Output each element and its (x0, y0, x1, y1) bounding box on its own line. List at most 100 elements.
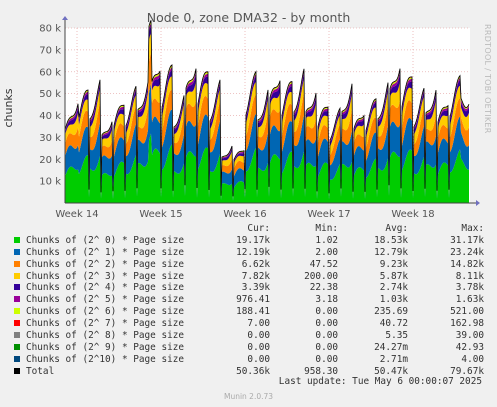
legend-min-value: 0.00 (315, 353, 338, 365)
legend-min-value: 200.00 (304, 270, 338, 282)
legend-swatch (14, 367, 20, 374)
munin-version: Munin 2.0.73 (223, 392, 274, 401)
legend-series-name: Chunks of (2^ 2) * Page size (26, 258, 185, 270)
x-tick-label: Week 16 (223, 209, 266, 220)
legend-series-name: Total (26, 365, 55, 377)
legend-row: Chunks of (2^ 3) * Page size 7.82k 200.00 5… (12, 271, 484, 283)
x-tick-label: Week 17 (307, 209, 350, 220)
series-area (65, 33, 469, 198)
header-avg: Avg: (385, 223, 408, 234)
series-area (65, 83, 469, 201)
legend-swatch (14, 320, 20, 327)
legend-swatch (14, 343, 20, 350)
legend-avg-value: 2.71m (379, 353, 408, 365)
header-max: Max: (461, 223, 484, 234)
legend-series-name: Chunks of (2^ 4) * Page size (26, 282, 185, 294)
legend-max-value: 3.78k (455, 282, 484, 294)
y-tick-label: 70 k (39, 45, 61, 56)
y-tick-label: 50 k (39, 89, 61, 100)
legend-series-name: Chunks of (2^10) * Page size (26, 353, 185, 365)
legend-cur-value: 7.00 (247, 318, 270, 330)
series-total-line (64, 20, 470, 197)
legend-row: Chunks of (2^ 1) * Page size 12.19k 2.00 12… (12, 247, 484, 259)
legend-avg-value: 2.74k (379, 282, 408, 294)
series-area (65, 133, 469, 203)
legend-max-value: 14.82k (450, 258, 484, 270)
y-tick-label: 60 k (39, 67, 61, 78)
rrdtool-watermark: RRDTOOL / TOBI OETIKER (483, 24, 492, 134)
legend-avg-value: 50.47k (374, 365, 408, 377)
legend-row: Chunks of (2^ 2) * Page size 6.62k 47.52 9.… (12, 259, 484, 271)
legend-swatch (14, 308, 20, 315)
legend-series-name: Chunks of (2^ 3) * Page size (26, 270, 185, 282)
legend-series-name: Chunks of (2^ 1) * Page size (26, 246, 185, 258)
legend-max-value: 42.93 (455, 341, 484, 353)
series-area (65, 53, 469, 200)
legend-max-value: 23.24k (450, 246, 484, 258)
x-axis-arrow (476, 200, 480, 206)
legend-max-value: 1.63k (455, 294, 484, 306)
legend-cur-value: 0.00 (247, 353, 270, 365)
legend-row: Total 50.36k 958.30 50.47k 79.67k (12, 366, 484, 378)
legend-swatch (14, 284, 20, 291)
legend-avg-value: 5.87k (379, 270, 408, 282)
header-cur: Cur: (247, 223, 270, 234)
x-tick-label: Week 14 (55, 209, 98, 220)
legend-series-name: Chunks of (2^ 5) * Page size (26, 294, 185, 306)
legend-series-name: Chunks of (2^ 8) * Page size (26, 330, 185, 342)
legend-max-value: 162.98 (450, 318, 484, 330)
legend-header: Cur: Min: Avg: Max: (12, 223, 484, 235)
legend-max-value: 39.00 (455, 330, 484, 342)
legend-min-value: 47.52 (309, 258, 338, 270)
legend-swatch (14, 272, 20, 279)
legend-swatch (14, 296, 20, 303)
legend-swatch (14, 236, 20, 243)
legend-swatch (14, 355, 20, 362)
legend-cur-value: 0.00 (247, 330, 270, 342)
legend-row: Chunks of (2^ 4) * Page size 3.39k 22.38 2.… (12, 282, 484, 294)
legend-max-value: 4.00 (461, 353, 484, 365)
legend-min-value: 0.00 (315, 330, 338, 342)
legend-row: Chunks of (2^ 0) * Page size 19.17k 1.02 18… (12, 235, 484, 247)
legend-min-value: 0.00 (315, 341, 338, 353)
legend-avg-value: 9.23k (379, 258, 408, 270)
legend-min-value: 2.00 (315, 246, 338, 258)
legend-cur-value: 188.41 (236, 306, 270, 318)
legend-row: Chunks of (2^ 5) * Page size 976.41 3.18 1.… (12, 294, 484, 306)
legend-cur-value: 3.39k (241, 282, 270, 294)
legend-row: Chunks of (2^ 8) * Page size 0.00 0.00 5.35… (12, 330, 484, 342)
legend-series-name: Chunks of (2^ 9) * Page size (26, 341, 185, 353)
x-tick-label: Week 18 (391, 209, 434, 220)
legend-max-value: 8.11k (455, 270, 484, 282)
y-tick-label: 20 k (39, 155, 61, 166)
legend-row: Chunks of (2^10) * Page size 0.00 0.00 2.71… (12, 354, 484, 366)
legend-avg-value: 235.69 (374, 306, 408, 318)
legend-cur-value: 0.00 (247, 341, 270, 353)
legend-series-name: Chunks of (2^ 6) * Page size (26, 306, 185, 318)
y-axis-arrow (62, 16, 68, 20)
y-tick-label: 80 k (39, 24, 61, 35)
header-min: Min: (315, 223, 338, 234)
legend-min-value: 0.00 (315, 306, 338, 318)
legend-avg-value: 24.27m (374, 341, 408, 353)
legend-cur-value: 6.62k (241, 258, 270, 270)
legend-avg-value: 18.53k (374, 234, 408, 246)
legend-avg-value: 12.79k (374, 246, 408, 258)
legend-swatch (14, 248, 20, 255)
legend-series-name: Chunks of (2^ 7) * Page size (26, 318, 185, 330)
legend: Cur: Min: Avg: Max: Chunks of (2^ 0) * P… (12, 223, 484, 378)
legend-min-value: 0.00 (315, 318, 338, 330)
legend-max-value: 31.17k (450, 234, 484, 246)
legend-swatch (14, 260, 20, 267)
legend-min-value: 1.02 (315, 234, 338, 246)
legend-cur-value: 7.82k (241, 270, 270, 282)
legend-swatch (14, 332, 20, 339)
legend-series-name: Chunks of (2^ 0) * Page size (26, 234, 185, 246)
legend-row: Chunks of (2^ 7) * Page size 7.00 0.00 40.7… (12, 318, 484, 330)
legend-cur-value: 50.36k (236, 365, 270, 377)
legend-avg-value: 5.35 (385, 330, 408, 342)
legend-cur-value: 976.41 (236, 294, 270, 306)
legend-min-value: 22.38 (309, 282, 338, 294)
legend-cur-value: 19.17k (236, 234, 270, 246)
